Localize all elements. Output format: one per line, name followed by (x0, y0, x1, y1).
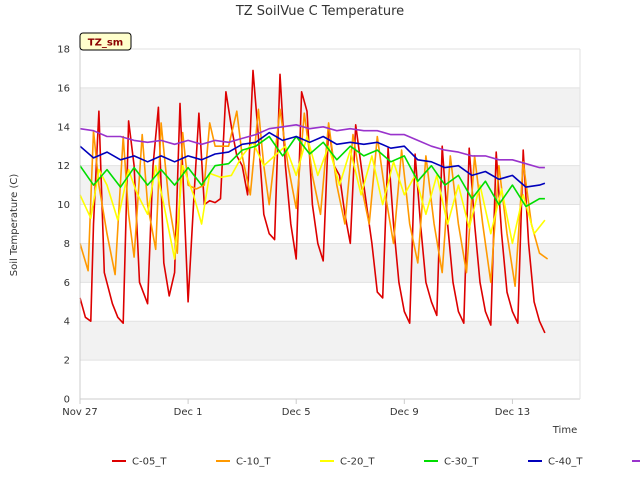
series-layer (79, 69, 549, 334)
x-axis-label: Time (552, 425, 577, 436)
y-tick-label: 14 (57, 122, 70, 133)
x-tick-label: Nov 27 (62, 407, 97, 418)
y-tick-label: 18 (57, 45, 70, 56)
y-axis-label: Soil Temperature (C) (9, 174, 20, 277)
y-tick-label: 4 (64, 317, 70, 328)
y-tick-label: 12 (57, 161, 70, 172)
y-tick-label: 10 (57, 200, 70, 211)
legend-label: C-10_T (236, 457, 271, 468)
y-tick-label: 0 (64, 395, 70, 406)
y-tick-label: 16 (57, 83, 70, 94)
grid-lines (80, 48, 580, 400)
y-tick-label: 2 (64, 356, 70, 367)
legend-label: C-20_T (340, 457, 375, 468)
legend-label: C-05_T (132, 457, 167, 468)
y-tick-label: 6 (64, 278, 70, 289)
chart-title: TZ SoilVue C Temperature (235, 4, 404, 19)
tz-badge: TZ_sm (79, 32, 132, 51)
plot-background (80, 49, 580, 399)
badge-box (79, 32, 132, 51)
series-line-c-30-t (79, 135, 545, 208)
legend: C-05_TC-10_TC-20_TC-30_TC-40_TC-50_T (112, 457, 640, 468)
series-line-c-20-t (79, 135, 546, 260)
series-line-c-40-t (79, 131, 546, 188)
x-tick-label: Dec 5 (282, 407, 311, 418)
legend-label: C-40_T (548, 457, 583, 468)
series-line-c-50-t (79, 124, 545, 169)
axes: 0 2 4 6 8 10 12 14 16 18 Nov 27 Dec 1 Dec 5 Dec 9 Dec … (57, 45, 581, 418)
series-line-c-05-t (79, 69, 546, 334)
plot-band (80, 321, 580, 361)
plot-band (80, 87, 580, 127)
legend-label: C-30_T (444, 457, 479, 468)
x-tick-label: Dec 13 (495, 407, 530, 418)
x-tick-label: Dec 9 (390, 407, 419, 418)
y-tick-label: 8 (64, 239, 70, 250)
badge-label: TZ_sm (88, 38, 123, 49)
x-tick-label: Dec 1 (174, 407, 203, 418)
